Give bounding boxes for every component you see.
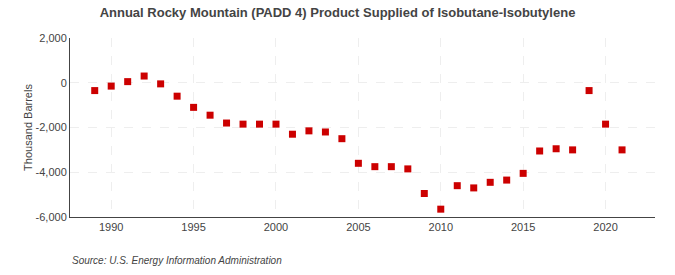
svg-text:2005: 2005: [346, 221, 370, 233]
svg-text:-2,000: -2,000: [36, 121, 67, 133]
svg-text:2010: 2010: [429, 221, 453, 233]
svg-text:-4,000: -4,000: [36, 166, 67, 178]
svg-text:2000: 2000: [264, 221, 288, 233]
svg-text:0: 0: [61, 77, 67, 89]
svg-text:Annual Rocky Mountain (PADD 4): Annual Rocky Mountain (PADD 4) Product S…: [100, 5, 576, 20]
svg-text:1990: 1990: [99, 221, 123, 233]
svg-text:-6,000: -6,000: [36, 211, 67, 223]
svg-text:1995: 1995: [181, 221, 205, 233]
svg-text:2020: 2020: [593, 221, 617, 233]
svg-text:2015: 2015: [511, 221, 535, 233]
svg-text:2,000: 2,000: [39, 32, 67, 44]
svg-text:Source: U.S. Energy Informatio: Source: U.S. Energy Information Administ…: [72, 255, 282, 266]
svg-text:Thousand Barrels: Thousand Barrels: [22, 84, 34, 171]
